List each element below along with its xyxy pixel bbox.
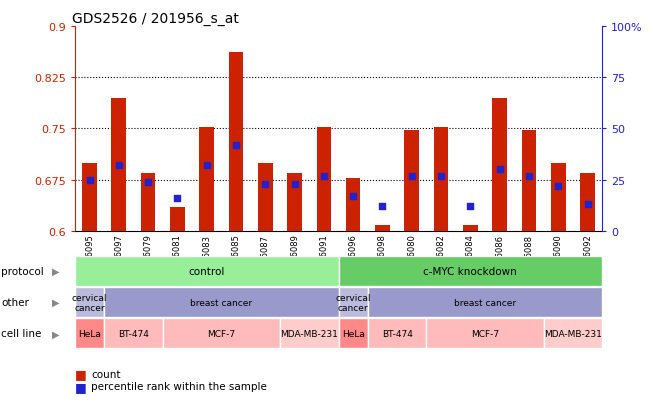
Bar bbox=[368, 287, 602, 317]
Text: ▶: ▶ bbox=[52, 266, 60, 277]
Point bbox=[173, 195, 183, 202]
Text: ▶: ▶ bbox=[52, 297, 60, 308]
Point bbox=[436, 173, 447, 179]
Bar bbox=[82, 163, 97, 231]
Bar bbox=[199, 128, 214, 231]
Point bbox=[495, 166, 505, 173]
Bar bbox=[426, 319, 544, 349]
Bar bbox=[141, 173, 156, 231]
Point bbox=[465, 204, 476, 210]
Bar bbox=[75, 287, 104, 317]
Bar bbox=[104, 287, 339, 317]
Text: count: count bbox=[91, 369, 120, 379]
Bar bbox=[104, 319, 163, 349]
Bar bbox=[346, 178, 361, 231]
Point bbox=[583, 202, 593, 208]
Text: MDA-MB-231: MDA-MB-231 bbox=[544, 329, 602, 338]
Bar bbox=[434, 128, 449, 231]
Point bbox=[348, 193, 358, 200]
Bar bbox=[75, 319, 104, 349]
Bar bbox=[463, 226, 478, 231]
Text: MDA-MB-231: MDA-MB-231 bbox=[281, 329, 338, 338]
Text: other: other bbox=[1, 297, 29, 308]
Bar bbox=[258, 163, 273, 231]
Text: cell line: cell line bbox=[1, 328, 42, 339]
Text: GDS2526 / 201956_s_at: GDS2526 / 201956_s_at bbox=[72, 12, 239, 26]
Text: control: control bbox=[189, 266, 225, 277]
Bar bbox=[170, 207, 185, 231]
Point bbox=[85, 177, 95, 183]
Bar bbox=[375, 226, 390, 231]
Point bbox=[143, 179, 154, 185]
Text: cervical
cancer: cervical cancer bbox=[335, 293, 371, 312]
Bar bbox=[404, 131, 419, 231]
Text: breast cancer: breast cancer bbox=[454, 298, 516, 307]
Bar bbox=[75, 256, 339, 287]
Bar bbox=[492, 98, 507, 231]
Bar bbox=[229, 53, 243, 231]
Bar bbox=[544, 319, 602, 349]
Point bbox=[406, 173, 417, 179]
Point bbox=[523, 173, 534, 179]
Text: MCF-7: MCF-7 bbox=[471, 329, 499, 338]
Text: ■: ■ bbox=[75, 367, 87, 380]
Point bbox=[319, 173, 329, 179]
Point bbox=[378, 204, 388, 210]
Text: cervical
cancer: cervical cancer bbox=[72, 293, 107, 312]
Bar bbox=[339, 287, 368, 317]
Text: BT-474: BT-474 bbox=[118, 329, 149, 338]
Text: HeLa: HeLa bbox=[78, 329, 101, 338]
Text: BT-474: BT-474 bbox=[381, 329, 413, 338]
Bar bbox=[163, 319, 280, 349]
Point bbox=[553, 183, 564, 190]
Bar bbox=[521, 131, 536, 231]
Text: c-MYC knockdown: c-MYC knockdown bbox=[423, 266, 518, 277]
Point bbox=[289, 181, 299, 188]
Bar bbox=[280, 319, 339, 349]
Text: percentile rank within the sample: percentile rank within the sample bbox=[91, 381, 267, 391]
Point bbox=[202, 163, 212, 169]
Bar bbox=[580, 173, 595, 231]
Bar bbox=[339, 319, 368, 349]
Point bbox=[114, 163, 124, 169]
Point bbox=[231, 142, 242, 149]
Bar bbox=[339, 256, 602, 287]
Bar bbox=[111, 98, 126, 231]
Point bbox=[260, 181, 271, 188]
Text: ■: ■ bbox=[75, 380, 87, 393]
Text: HeLa: HeLa bbox=[342, 329, 365, 338]
Bar bbox=[551, 163, 566, 231]
Text: protocol: protocol bbox=[1, 266, 44, 277]
Bar bbox=[368, 319, 426, 349]
Bar bbox=[316, 128, 331, 231]
Text: ▶: ▶ bbox=[52, 328, 60, 339]
Text: breast cancer: breast cancer bbox=[190, 298, 253, 307]
Bar bbox=[287, 173, 302, 231]
Text: MCF-7: MCF-7 bbox=[207, 329, 236, 338]
